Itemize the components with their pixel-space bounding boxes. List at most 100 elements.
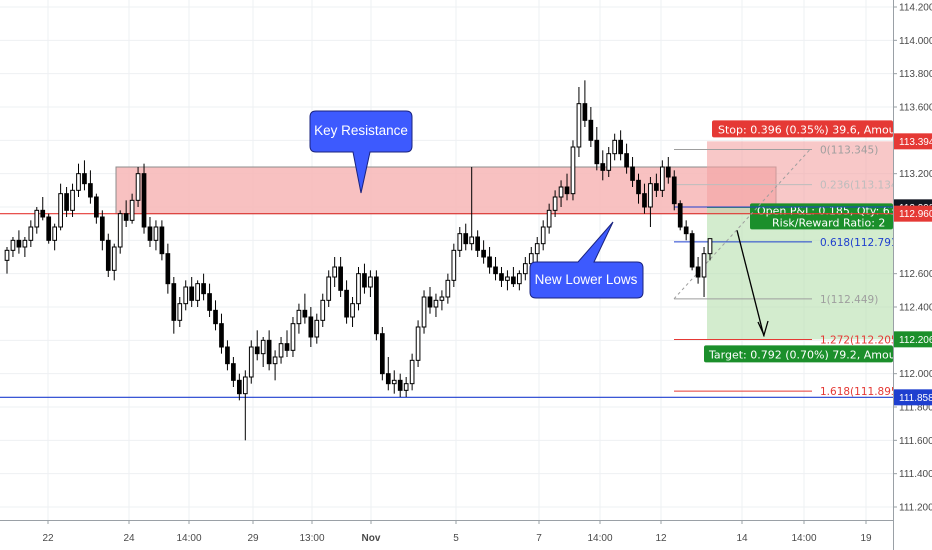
candle-body (397, 379, 403, 391)
fib-level-label: 1.272(112.205) (820, 335, 902, 347)
candle-body (320, 299, 326, 321)
price-tag-label: 112.960 (899, 209, 932, 220)
y-tick-label: 111.400 (899, 469, 932, 480)
new-lower-lows-callout[interactable] (529, 221, 644, 299)
price-tag-label: 01:37:49 (899, 249, 932, 260)
candle-body (165, 253, 171, 285)
candles-layer (4, 80, 713, 441)
candle-body (16, 239, 22, 248)
candle-body (558, 186, 564, 198)
candle-body (379, 333, 385, 375)
price-tag-box (894, 331, 932, 348)
candle-body (82, 173, 87, 185)
x-tick-label: 24 (123, 533, 135, 544)
fib-level-label: 0.618(112.791) (820, 237, 902, 249)
horizontal-lines-layer (0, 213, 893, 398)
candle-body (439, 296, 445, 301)
candle-body (302, 309, 308, 318)
open-pnl-box (750, 203, 893, 230)
candle-body (707, 238, 713, 255)
key-resistance-callout[interactable] (309, 110, 413, 194)
candle-body (207, 293, 212, 311)
candle-body (588, 119, 594, 141)
fibonacci-extension-layer[interactable]: 0(113.345) 0.236(113.134) 0.618(112.791) 1(… (673, 145, 902, 399)
candle-body (117, 213, 123, 248)
x-tick-label: 22 (42, 533, 54, 544)
candle-body (171, 283, 177, 321)
stop-zone[interactable] (707, 141, 893, 208)
price-tag-label: 112.206 (899, 335, 932, 346)
fib-level-label: 0(113.345) (820, 145, 878, 157)
y-tick-label: 112.000 (899, 369, 932, 380)
risk-reward-label: Risk/Reward Ratio: 2 (772, 216, 885, 229)
candle-body (505, 276, 510, 281)
drawings-layer[interactable] (736, 230, 769, 337)
candle-body (630, 166, 635, 181)
candle-body (153, 226, 159, 241)
candle-body (612, 139, 618, 155)
y-tick-label: 114.000 (899, 36, 932, 47)
candle-body (135, 173, 141, 201)
x-tick-label: 19 (860, 533, 872, 544)
candle-body (385, 373, 391, 385)
candle-body (266, 339, 272, 365)
x-tick-label: 29 (247, 533, 259, 544)
candle-body (648, 183, 653, 208)
candle-body (433, 299, 439, 308)
y-tick-label: 112.600 (899, 269, 932, 280)
candle-body (58, 193, 63, 228)
y-tick-label: 114.200 (899, 3, 932, 14)
price-tag-box (894, 245, 932, 262)
candle-body (94, 196, 99, 218)
y-tick-label: 111.800 (899, 403, 932, 414)
candle-body (493, 266, 498, 275)
candle-body (463, 233, 469, 245)
candle-body (600, 163, 606, 171)
price-tag-box (894, 133, 932, 150)
y-tick-label: 113.600 (899, 103, 932, 114)
candle-body (475, 236, 480, 251)
candle-body (469, 236, 475, 245)
stop-label: Stop: 0.396 (0.35%) 39.6, Amount: (718, 123, 911, 136)
fib-level-label: 1.618(111.895) (820, 386, 902, 398)
candle-body (237, 379, 242, 395)
candle-body (391, 379, 397, 385)
candle-body (481, 249, 486, 258)
candle-body (356, 273, 361, 305)
x-tick-label: 5 (453, 533, 459, 544)
x-tick-label: Nov (362, 533, 381, 544)
price-tag-box (894, 230, 932, 247)
candle-body (314, 319, 320, 338)
candle-body (129, 199, 135, 221)
candle-body (499, 273, 504, 281)
candle-body (242, 376, 248, 395)
candle-body (159, 226, 165, 255)
y-tick-label: 111.600 (899, 436, 932, 447)
candle-body (350, 303, 355, 318)
x-tick-label: 14 (736, 533, 748, 544)
y-tick-label: 113.200 (899, 169, 932, 180)
candle-body (570, 146, 576, 195)
candle-body (421, 296, 427, 328)
candle-body (689, 233, 695, 268)
forecast-arrow-line[interactable] (736, 230, 765, 337)
candle-body (457, 233, 463, 251)
candle-body (642, 193, 647, 208)
candle-body (403, 383, 409, 391)
fib-level-label: 1(112.449) (820, 294, 878, 306)
candle-body (427, 296, 433, 308)
position-tool-layer[interactable]: Stop: 0.396 (0.35%) 39.6, Amount: Target:… (704, 120, 911, 363)
candle-body (517, 273, 522, 285)
candle-body (40, 209, 46, 218)
forecast-arrow-head (757, 320, 769, 337)
candle-body (326, 276, 332, 301)
candle-body (219, 323, 224, 348)
callouts-layer[interactable]: Key Resistance New Lower Lows (309, 110, 644, 299)
price-tag-label: 112.813 (899, 234, 932, 245)
target-label-box (704, 345, 893, 363)
candle-body (105, 239, 111, 271)
candle-body (344, 289, 349, 318)
candle-body (111, 246, 117, 271)
candle-body (415, 326, 421, 361)
